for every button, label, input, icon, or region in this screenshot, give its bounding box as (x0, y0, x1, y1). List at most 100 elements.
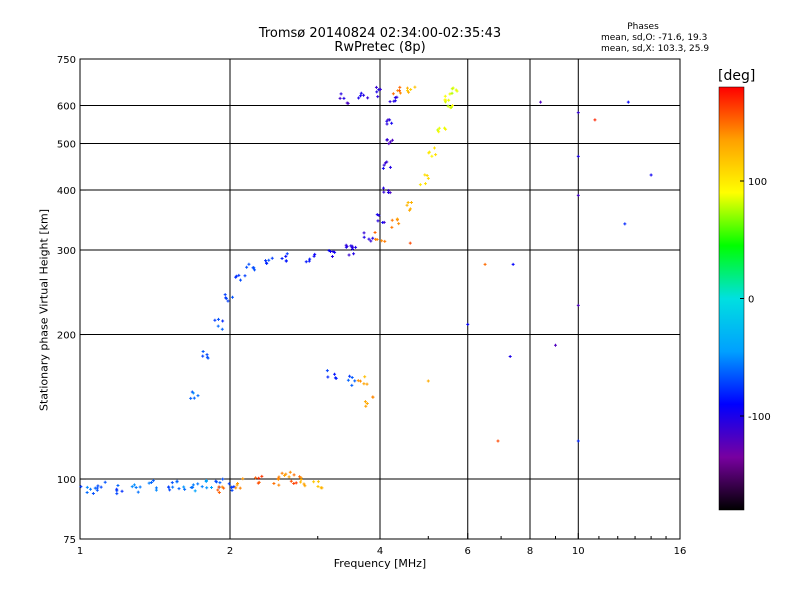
data-point (426, 176, 430, 180)
data-point (593, 118, 597, 122)
y-axis-ticks: 75 100 200 300 400 500 600 750 (57, 55, 86, 546)
data-point (168, 488, 172, 492)
data-point (236, 482, 240, 486)
data-point (350, 247, 354, 251)
data-point (443, 126, 447, 130)
data-point (446, 104, 450, 108)
data-point (264, 261, 268, 265)
y-tick-label: 300 (57, 246, 76, 257)
data-point (313, 252, 317, 256)
data-point (95, 486, 99, 490)
data-point (277, 475, 281, 479)
data-point (216, 324, 220, 328)
data-point (338, 96, 342, 100)
data-point (223, 293, 227, 297)
data-point (294, 481, 298, 485)
data-point (362, 382, 366, 386)
x-tick-label: 6 (465, 546, 471, 557)
data-point (364, 404, 368, 408)
data-point (369, 239, 373, 243)
phase-stats-o: mean, sd,O: -71.6, 19.3 (601, 33, 708, 43)
y-tick-label: 75 (63, 535, 76, 546)
data-point (218, 481, 222, 485)
data-point (170, 481, 174, 485)
data-point (407, 90, 411, 94)
data-point (220, 327, 224, 331)
data-point (395, 217, 399, 221)
y-tick-label: 600 (57, 102, 76, 113)
data-point (292, 473, 296, 477)
data-point (239, 278, 243, 282)
data-point (120, 489, 124, 493)
data-point (303, 484, 307, 488)
data-point (232, 485, 236, 489)
data-point (288, 470, 292, 474)
data-point (231, 295, 235, 299)
data-point (390, 225, 394, 229)
data-point (201, 350, 205, 353)
data-point (280, 256, 284, 260)
data-point (397, 222, 401, 226)
data-point (496, 439, 500, 443)
data-point (316, 484, 320, 488)
data-point (89, 487, 93, 491)
chart-subtitle: RwPretec (8p) (334, 40, 426, 55)
data-point (257, 476, 261, 480)
data-point (367, 237, 371, 241)
data-point (234, 486, 238, 490)
data-point (312, 254, 316, 258)
data-point (382, 220, 386, 224)
data-point (136, 490, 140, 494)
data-point (276, 477, 280, 481)
data-point (115, 492, 119, 496)
data-point (280, 471, 284, 475)
data-point (623, 222, 627, 226)
colorbar (718, 86, 745, 511)
data-point (406, 201, 410, 205)
data-point (331, 250, 335, 254)
data-point (245, 265, 249, 269)
data-point (353, 379, 357, 383)
data-point (272, 482, 276, 486)
data-point (283, 473, 287, 477)
data-point (216, 317, 220, 321)
data-point (418, 183, 422, 187)
data-point (344, 245, 348, 249)
data-point (214, 479, 218, 483)
y-tick-label: 500 (57, 140, 76, 151)
data-point (204, 478, 208, 482)
data-point (96, 484, 100, 488)
data-point (348, 374, 352, 378)
data-point (346, 378, 350, 382)
grid-lines (80, 59, 680, 539)
data-point (167, 485, 171, 489)
data-point (387, 142, 391, 146)
data-point (393, 99, 397, 103)
phase-stats-x: mean, sd,X: 103.3, 25.9 (601, 44, 710, 54)
data-point (191, 483, 195, 487)
data-point (357, 96, 361, 100)
data-point (191, 485, 195, 489)
data-point (175, 479, 179, 483)
data-point (154, 486, 158, 490)
data-point (221, 319, 225, 323)
data-point (539, 100, 543, 104)
data-point (388, 140, 392, 144)
data-point (247, 262, 251, 266)
data-point (391, 92, 395, 96)
data-point (390, 138, 394, 142)
data-point (210, 486, 214, 490)
data-point (85, 491, 89, 495)
y-tick-label: 100 (57, 475, 76, 486)
data-point (380, 239, 384, 243)
data-point (437, 126, 441, 130)
data-point (134, 485, 138, 489)
data-point (138, 485, 142, 489)
data-point (316, 480, 320, 484)
data-point (85, 485, 89, 489)
data-point (299, 477, 303, 481)
data-point (241, 477, 245, 481)
data-point (287, 475, 291, 479)
data-point (99, 485, 103, 489)
